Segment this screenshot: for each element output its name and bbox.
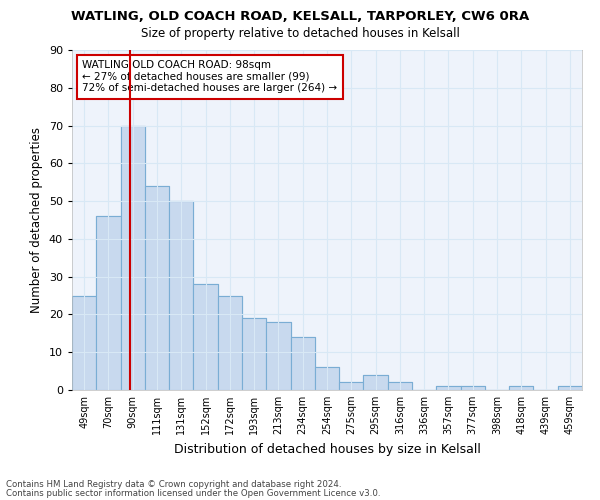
Bar — [169, 201, 193, 390]
Bar — [193, 284, 218, 390]
Bar — [96, 216, 121, 390]
Bar — [461, 386, 485, 390]
Bar — [558, 386, 582, 390]
Bar — [193, 284, 218, 390]
Bar — [96, 216, 121, 390]
Bar — [364, 375, 388, 390]
Bar — [339, 382, 364, 390]
Bar — [266, 322, 290, 390]
Bar — [266, 322, 290, 390]
Bar — [169, 201, 193, 390]
Bar — [145, 186, 169, 390]
Bar — [72, 296, 96, 390]
Bar — [315, 368, 339, 390]
Bar — [388, 382, 412, 390]
Bar — [218, 296, 242, 390]
Text: Contains public sector information licensed under the Open Government Licence v3: Contains public sector information licen… — [6, 490, 380, 498]
Bar — [290, 337, 315, 390]
Bar — [339, 382, 364, 390]
Bar — [509, 386, 533, 390]
Bar — [242, 318, 266, 390]
Text: WATLING, OLD COACH ROAD, KELSALL, TARPORLEY, CW6 0RA: WATLING, OLD COACH ROAD, KELSALL, TARPOR… — [71, 10, 529, 23]
Bar — [558, 386, 582, 390]
Bar — [388, 382, 412, 390]
Bar — [461, 386, 485, 390]
Y-axis label: Number of detached properties: Number of detached properties — [30, 127, 43, 313]
Bar — [290, 337, 315, 390]
Bar — [121, 126, 145, 390]
X-axis label: Distribution of detached houses by size in Kelsall: Distribution of detached houses by size … — [173, 442, 481, 456]
Bar — [436, 386, 461, 390]
Bar — [509, 386, 533, 390]
Text: Size of property relative to detached houses in Kelsall: Size of property relative to detached ho… — [140, 28, 460, 40]
Text: Contains HM Land Registry data © Crown copyright and database right 2024.: Contains HM Land Registry data © Crown c… — [6, 480, 341, 489]
Bar — [145, 186, 169, 390]
Bar — [218, 296, 242, 390]
Bar — [72, 296, 96, 390]
Bar — [315, 368, 339, 390]
Text: WATLING OLD COACH ROAD: 98sqm
← 27% of detached houses are smaller (99)
72% of s: WATLING OLD COACH ROAD: 98sqm ← 27% of d… — [82, 60, 337, 94]
Bar — [436, 386, 461, 390]
Bar — [121, 126, 145, 390]
Bar — [242, 318, 266, 390]
Bar — [364, 375, 388, 390]
